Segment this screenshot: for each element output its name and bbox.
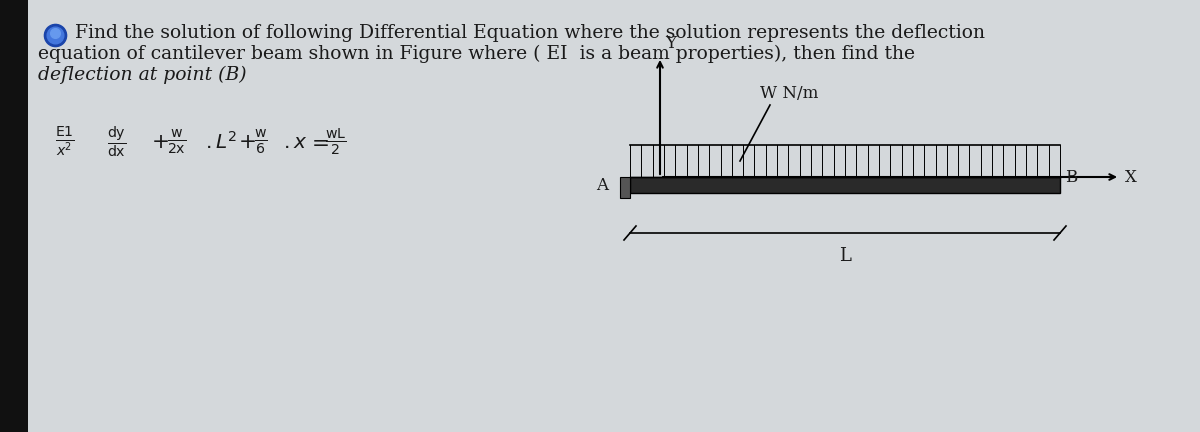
Text: Find the solution of following Differential Equation where the solution represen: Find the solution of following Different… bbox=[74, 24, 985, 42]
Text: Y: Y bbox=[665, 35, 676, 52]
Text: L: L bbox=[839, 247, 851, 265]
Text: A: A bbox=[596, 177, 608, 194]
Text: X: X bbox=[1126, 168, 1136, 185]
Text: $=$: $=$ bbox=[307, 131, 329, 153]
Text: W N/m: W N/m bbox=[760, 85, 818, 102]
Text: deflection at point (B): deflection at point (B) bbox=[38, 66, 247, 84]
Text: B: B bbox=[1066, 168, 1078, 185]
Text: $+$: $+$ bbox=[151, 131, 169, 153]
Text: $\frac{\mathrm{dy}}{\mathrm{dx}}$: $\frac{\mathrm{dy}}{\mathrm{dx}}$ bbox=[107, 124, 126, 159]
Text: $.L^2$: $.L^2$ bbox=[205, 131, 238, 153]
Bar bbox=[620, 177, 630, 198]
Text: $.x$: $.x$ bbox=[283, 133, 307, 152]
Text: equation of cantilever beam shown in Figure where ( EI  is a beam properties), t: equation of cantilever beam shown in Fig… bbox=[38, 45, 916, 63]
Bar bbox=[0, 0, 28, 432]
Bar bbox=[630, 177, 1060, 193]
Text: $\frac{\mathrm{w}}{6}$: $\frac{\mathrm{w}}{6}$ bbox=[254, 128, 268, 156]
Text: $\frac{\mathrm{wL}}{2}$: $\frac{\mathrm{wL}}{2}$ bbox=[325, 127, 347, 157]
Text: $+$: $+$ bbox=[238, 131, 256, 153]
Text: $\frac{\mathrm{w}}{2\mathrm{x}}$: $\frac{\mathrm{w}}{2\mathrm{x}}$ bbox=[167, 128, 186, 156]
Text: $\frac{\mathrm{E1}}{x^2}$: $\frac{\mathrm{E1}}{x^2}$ bbox=[55, 126, 74, 159]
